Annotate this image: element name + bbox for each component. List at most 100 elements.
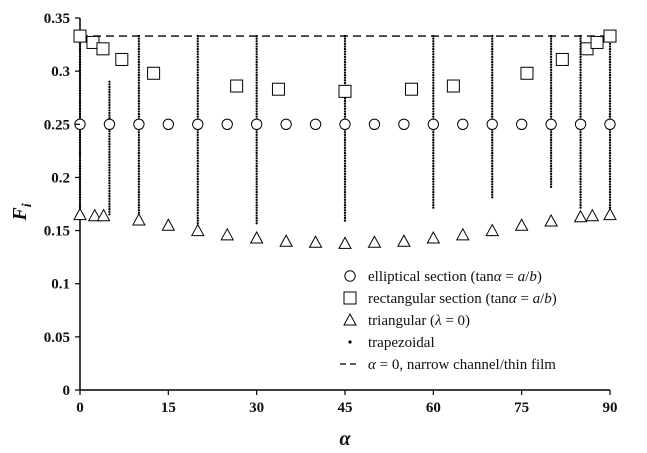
- triangular-point: [132, 212, 146, 226]
- trapezoidal-point: [255, 107, 258, 111]
- trapezoidal-point: [549, 81, 553, 85]
- trapezoidal-point: [255, 42, 258, 46]
- trapezoidal-point: [549, 159, 553, 163]
- trapezoidal-point: [608, 159, 612, 163]
- trapezoidal-point: [579, 102, 582, 105]
- trapezoidal-point: [608, 157, 612, 160]
- rectangular-point: [590, 35, 604, 49]
- trapezoidal-point: [608, 94, 612, 98]
- trapezoidal-point: [579, 167, 582, 170]
- trapezoidal-point: [432, 79, 435, 82]
- trapezoidal-point: [255, 175, 258, 178]
- trapezoidal-point: [343, 102, 347, 105]
- trapezoidal-point: [491, 34, 494, 38]
- trapezoidal-point: [78, 45, 82, 48]
- trapezoidal-point: [579, 141, 582, 144]
- trapezoidal-point: [78, 196, 82, 199]
- trapezoidal-point: [549, 172, 553, 176]
- trapezoidal-point: [78, 86, 82, 90]
- trapezoidal-point: [78, 68, 82, 72]
- trapezoidal-point: [137, 157, 141, 160]
- trapezoidal-point: [549, 99, 553, 103]
- trapezoidal-point: [491, 131, 494, 134]
- trapezoidal-point: [255, 144, 258, 147]
- trapezoidal-point: [78, 203, 82, 207]
- trapezoidal-point: [343, 157, 347, 160]
- trapezoidal-point: [432, 164, 435, 168]
- trapezoidal-point: [608, 55, 612, 59]
- trapezoidal-point: [196, 157, 199, 160]
- legend-circle-icon: [344, 270, 356, 282]
- trapezoidal-point: [343, 149, 347, 152]
- trapezoidal-point: [549, 177, 553, 181]
- trapezoidal-point: [196, 50, 199, 53]
- trapezoidal-point: [608, 146, 612, 150]
- trapezoidal-point: [196, 183, 199, 186]
- trapezoidal-point: [579, 177, 582, 181]
- trapezoidal-point: [343, 47, 347, 51]
- trapezoidal-point: [78, 110, 82, 113]
- trapezoidal-point: [255, 177, 258, 181]
- trapezoidal-point: [78, 107, 82, 111]
- trapezoidal-point: [108, 83, 111, 86]
- trapezoidal-point: [255, 167, 258, 170]
- trapezoidal-point: [432, 206, 435, 209]
- trapezoidal-point: [608, 71, 612, 74]
- trapezoidal-point: [108, 169, 111, 172]
- trapezoidal-point: [255, 141, 258, 144]
- trapezoidal-point: [432, 177, 435, 181]
- trapezoidal-point: [196, 211, 199, 215]
- trapezoidal-point: [343, 50, 347, 53]
- trapezoidal-point: [579, 206, 582, 209]
- trapezoidal-point: [137, 73, 141, 77]
- trapezoidal-point: [491, 175, 494, 178]
- trapezoidal-point: [108, 98, 111, 102]
- trapezoidal-point: [196, 146, 199, 150]
- trapezoidal-point: [343, 216, 347, 220]
- trapezoidal-point: [549, 66, 553, 69]
- triangular-point: [161, 218, 176, 231]
- trapezoidal-point: [196, 53, 199, 56]
- trapezoidal-point: [432, 86, 435, 90]
- trapezoidal-point: [432, 133, 435, 137]
- trapezoidal-point: [108, 205, 111, 208]
- trapezoidal-point: [343, 68, 347, 72]
- trapezoidal-point: [491, 172, 494, 176]
- rectangular-point: [405, 82, 419, 96]
- trapezoidal-point: [343, 190, 347, 194]
- trapezoidal-point: [255, 172, 258, 176]
- trapezoidal-point: [579, 193, 582, 196]
- trapezoidal-point: [608, 136, 612, 139]
- trapezoidal-point: [432, 97, 435, 100]
- trapezoidal-point: [432, 84, 435, 87]
- trapezoidal-point: [196, 170, 199, 173]
- trapezoidal-point: [608, 97, 612, 100]
- trapezoidal-point: [78, 172, 82, 176]
- trapezoidal-point: [108, 182, 111, 185]
- trapezoidal-point: [78, 97, 82, 100]
- trapezoidal-point: [137, 76, 141, 79]
- trapezoidal-point: [491, 42, 494, 46]
- trapezoidal-point: [255, 146, 258, 150]
- elliptical-point: [486, 118, 498, 130]
- trapezoidal-point: [343, 58, 347, 61]
- trapezoidal-point: [579, 89, 582, 92]
- triangular-point: [544, 213, 558, 227]
- rectangular-point: [96, 42, 110, 56]
- trapezoidal-point: [432, 170, 435, 173]
- trapezoidal-point: [432, 136, 435, 139]
- trapezoidal-point: [549, 180, 553, 183]
- trapezoidal-point: [137, 66, 141, 69]
- trapezoidal-point: [579, 170, 582, 173]
- trapezoidal-point: [196, 196, 199, 199]
- trapezoidal-point: [608, 172, 612, 176]
- trapezoidal-point: [78, 141, 82, 144]
- trapezoidal-point: [343, 193, 347, 196]
- trapezoidal-point: [432, 151, 435, 155]
- trapezoidal-point: [196, 81, 199, 85]
- trapezoidal-point: [343, 185, 347, 189]
- trapezoidal-point: [108, 114, 111, 117]
- trapezoidal-point: [78, 159, 82, 163]
- trapezoidal-point: [432, 154, 435, 157]
- trapezoidal-point: [608, 102, 612, 105]
